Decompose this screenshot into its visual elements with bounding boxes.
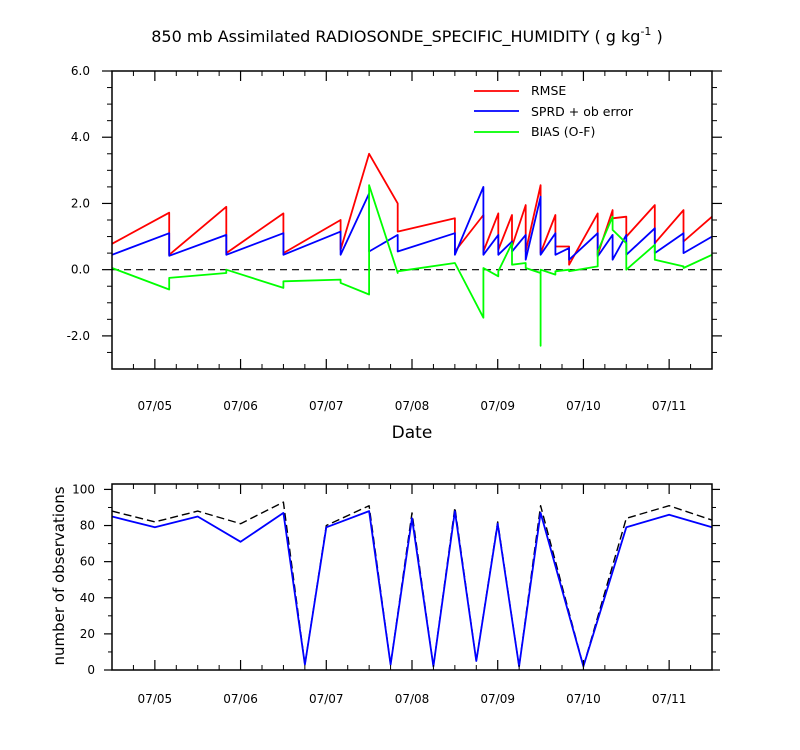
legend-label-bias: BIAS (O-F): [531, 124, 595, 139]
legend-label-sprd: SPRD + ob error: [531, 104, 634, 119]
x-axis-label: Date: [392, 423, 433, 443]
x-tick-label: 07/06: [223, 399, 258, 413]
obs-line-used: [111, 510, 713, 668]
series-line-bias: [111, 184, 713, 347]
y-tick-label: 2.0: [71, 196, 90, 210]
title-superscript: -1: [640, 25, 651, 38]
y-tick-label: 6.0: [71, 64, 90, 78]
y-tick-label: 100: [72, 482, 95, 496]
y-tick-label: 4.0: [71, 130, 90, 144]
bottom-plot-frame: [111, 483, 713, 671]
obs-line-possible: [111, 501, 713, 668]
y-tick-label: 80: [80, 519, 95, 533]
top-plot-panel: 07/05 07/06 07/07 07/08 07/09 07/10 07/11 -2.0 0…: [67, 64, 722, 443]
x-tick-label: 07/05: [138, 692, 173, 706]
chart-title: 850 mb Assimilated RADIOSONDE_SPECIFIC_H…: [151, 25, 662, 47]
x-tick-label: 07/08: [395, 399, 430, 413]
x-tick-label: 07/11: [652, 399, 687, 413]
legend-label-rmse: RMSE: [531, 83, 566, 98]
y-tick-label: -2.0: [67, 329, 90, 343]
x-tick-label: 07/08: [395, 692, 430, 706]
x-tick-label: 07/11: [652, 692, 687, 706]
x-tick-label: 07/07: [309, 399, 344, 413]
legend: RMSE SPRD + ob error BIAS (O-F): [474, 83, 634, 139]
bottom-plot-panel: 07/05 07/06 07/07 07/08 07/09 07/10 07/11 0 20 40…: [50, 482, 720, 706]
series-line-sprd: [111, 186, 713, 261]
x-tick-label: 07/10: [566, 399, 601, 413]
y-tick-label: 40: [80, 591, 95, 605]
y-tick-label: 0.0: [71, 263, 90, 277]
x-tick-label: 07/09: [480, 692, 515, 706]
y-axis-label-observations: number of observations: [50, 486, 68, 665]
title-end: ): [651, 27, 662, 46]
x-tick-label: 07/06: [223, 692, 258, 706]
x-tick-label: 07/09: [480, 399, 515, 413]
y-tick-label: 60: [80, 555, 95, 569]
x-tick-label: 07/05: [138, 399, 173, 413]
x-tick-label: 07/07: [309, 692, 344, 706]
series-line-rmse: [111, 152, 713, 266]
x-tick-label: 07/10: [566, 692, 601, 706]
y-tick-label: 20: [80, 627, 95, 641]
y-tick-label: 0: [87, 663, 95, 677]
